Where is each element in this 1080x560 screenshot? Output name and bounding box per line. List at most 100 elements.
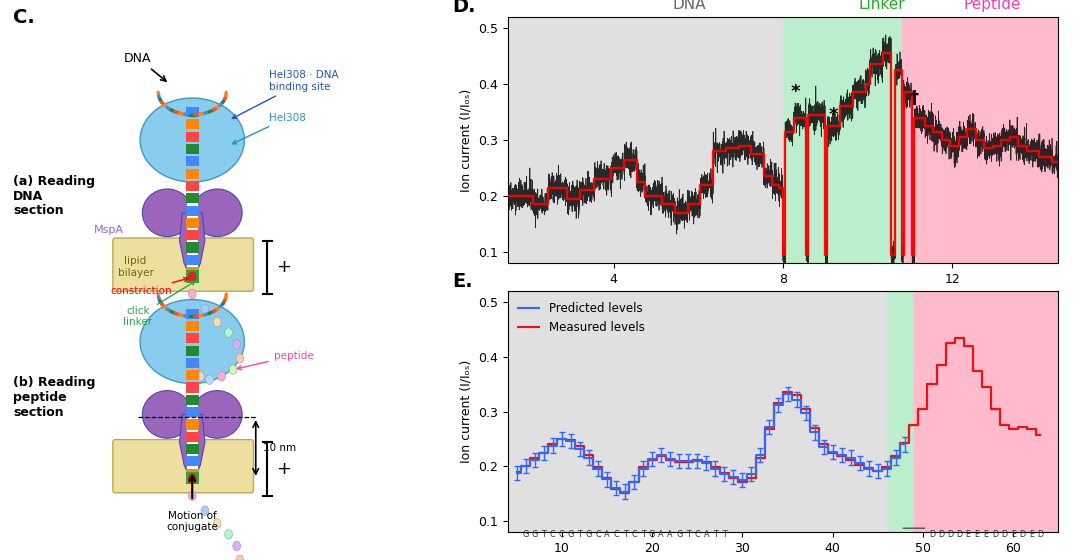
Bar (186, 206, 199, 216)
Ellipse shape (140, 300, 244, 384)
Text: T: T (541, 530, 546, 539)
Bar (186, 309, 199, 319)
Text: E: E (966, 530, 971, 539)
Ellipse shape (143, 189, 192, 237)
Text: C: C (595, 530, 600, 539)
Bar (186, 255, 199, 265)
Bar (186, 321, 199, 331)
FancyBboxPatch shape (113, 238, 254, 291)
Bar (186, 181, 199, 191)
Bar (186, 119, 199, 129)
Text: D: D (929, 530, 935, 539)
Text: Motion of
conjugate: Motion of conjugate (166, 511, 218, 533)
Text: Hel308: Hel308 (232, 113, 307, 144)
Text: constriction: constriction (110, 277, 188, 296)
Text: C: C (694, 530, 700, 539)
Bar (186, 333, 199, 343)
Text: D: D (993, 530, 998, 539)
Bar (186, 419, 199, 430)
Bar (186, 230, 199, 240)
Text: A: A (659, 530, 664, 539)
Bar (783, 17, 902, 263)
Bar (186, 107, 199, 117)
Circle shape (229, 365, 237, 374)
Text: E: E (984, 530, 988, 539)
Text: D: D (947, 530, 954, 539)
Bar (186, 469, 199, 479)
Bar (186, 144, 199, 154)
Bar (186, 156, 199, 166)
Text: D: D (1001, 530, 1008, 539)
Circle shape (233, 339, 241, 349)
Text: *: * (829, 106, 838, 124)
Circle shape (237, 354, 244, 363)
Bar (186, 382, 199, 393)
Circle shape (201, 305, 208, 314)
Text: A: A (667, 530, 673, 539)
Bar (186, 193, 199, 203)
Text: G: G (523, 530, 529, 539)
Text: D: D (956, 530, 962, 539)
Text: T: T (721, 530, 727, 539)
Circle shape (201, 506, 208, 515)
Bar (887, 291, 914, 532)
Circle shape (218, 372, 226, 381)
Circle shape (197, 372, 204, 381)
Bar (186, 218, 199, 228)
Text: lipid
bilayer: lipid bilayer (118, 256, 153, 278)
Circle shape (225, 530, 232, 539)
Bar (186, 346, 199, 356)
Text: A: A (604, 530, 610, 539)
Text: G: G (649, 530, 656, 539)
Bar (186, 267, 199, 277)
Text: (a) Reading
DNA
section: (a) Reading DNA section (13, 175, 95, 217)
Text: T: T (686, 530, 690, 539)
Text: G: G (585, 530, 592, 539)
Circle shape (237, 556, 244, 560)
Bar (187, 190, 198, 274)
Circle shape (188, 272, 197, 283)
Text: Peptide: Peptide (963, 0, 1021, 12)
Text: Linker: Linker (859, 0, 905, 12)
FancyBboxPatch shape (113, 440, 254, 493)
Text: G: G (531, 530, 538, 539)
Text: (b) Reading
peptide
section: (b) Reading peptide section (13, 376, 95, 419)
Circle shape (205, 375, 214, 384)
Polygon shape (179, 213, 205, 272)
Text: T: T (640, 530, 646, 539)
Text: D: D (1037, 530, 1043, 539)
Ellipse shape (143, 391, 192, 438)
Circle shape (188, 491, 197, 501)
Ellipse shape (192, 189, 242, 237)
Circle shape (233, 541, 241, 551)
Text: †: † (909, 89, 919, 107)
Ellipse shape (192, 391, 242, 438)
Text: C: C (550, 530, 555, 539)
Text: C: C (613, 530, 619, 539)
Text: C.: C. (13, 8, 35, 27)
Text: Hel308 · DNA
binding site: Hel308 · DNA binding site (232, 71, 339, 118)
Text: G: G (568, 530, 573, 539)
Text: G: G (676, 530, 683, 539)
Bar (902, 17, 1058, 263)
Legend: Predicted levels, Measured levels: Predicted levels, Measured levels (513, 297, 649, 338)
Text: peptide: peptide (238, 351, 313, 370)
Bar (186, 432, 199, 442)
Text: DNA: DNA (124, 52, 166, 81)
Bar (186, 444, 199, 454)
Text: *: * (791, 83, 800, 101)
Text: D: D (937, 530, 944, 539)
Bar (186, 242, 199, 253)
Text: A: A (703, 530, 708, 539)
Text: C: C (559, 530, 565, 539)
Bar (187, 392, 198, 476)
Circle shape (188, 289, 197, 299)
Text: T: T (622, 530, 627, 539)
Circle shape (214, 317, 221, 327)
Bar (186, 395, 199, 405)
Bar (186, 270, 199, 283)
Text: 10 nm: 10 nm (262, 443, 296, 453)
Polygon shape (179, 414, 205, 473)
Text: T: T (578, 530, 582, 539)
Text: E: E (974, 530, 980, 539)
